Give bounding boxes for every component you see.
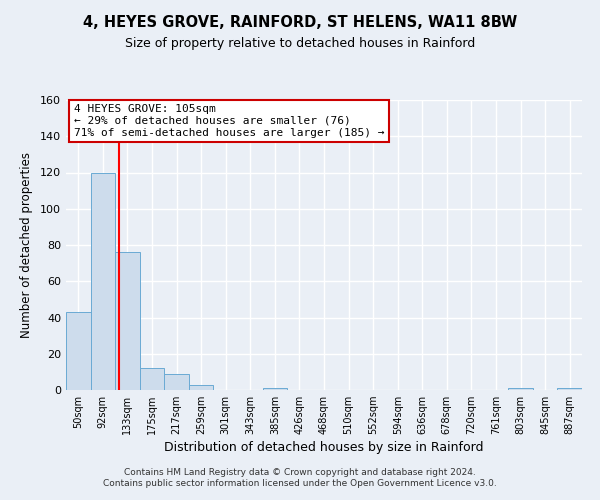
Bar [115, 252, 140, 390]
Text: Contains HM Land Registry data © Crown copyright and database right 2024.
Contai: Contains HM Land Registry data © Crown c… [103, 468, 497, 487]
Text: 4, HEYES GROVE, RAINFORD, ST HELENS, WA11 8BW: 4, HEYES GROVE, RAINFORD, ST HELENS, WA1… [83, 15, 517, 30]
X-axis label: Distribution of detached houses by size in Rainford: Distribution of detached houses by size … [164, 442, 484, 454]
Bar [91, 172, 115, 390]
Y-axis label: Number of detached properties: Number of detached properties [20, 152, 33, 338]
Bar [508, 388, 533, 390]
Bar [263, 388, 287, 390]
Bar [557, 388, 582, 390]
Bar [140, 368, 164, 390]
Bar [164, 374, 189, 390]
Bar [189, 384, 214, 390]
Text: Size of property relative to detached houses in Rainford: Size of property relative to detached ho… [125, 38, 475, 51]
Text: 4 HEYES GROVE: 105sqm
← 29% of detached houses are smaller (76)
71% of semi-deta: 4 HEYES GROVE: 105sqm ← 29% of detached … [74, 104, 384, 138]
Bar [66, 312, 91, 390]
